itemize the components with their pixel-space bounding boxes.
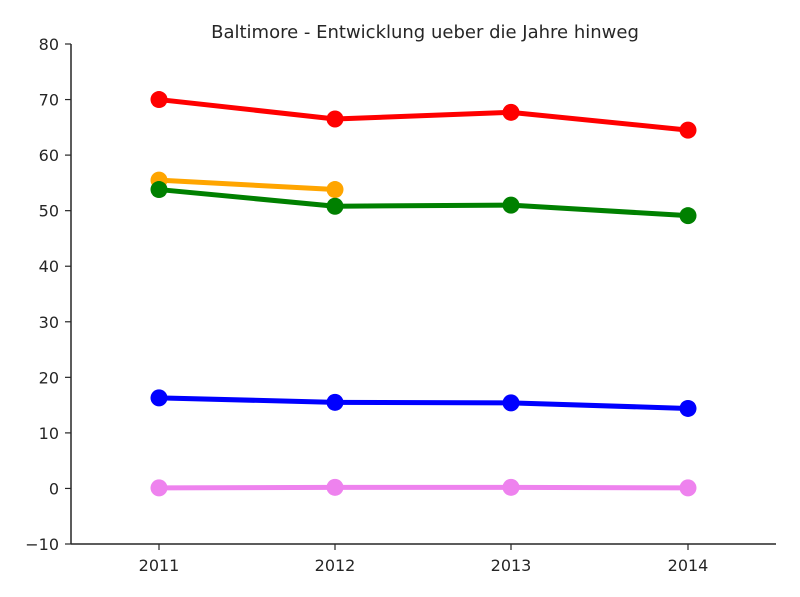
data-point	[150, 389, 168, 407]
series-1	[150, 171, 344, 199]
data-point	[326, 110, 344, 128]
x-tick-label: 2014	[668, 556, 709, 575]
y-tick-label: 60	[39, 146, 59, 165]
x-tick-label: 2013	[491, 556, 532, 575]
y-tick-label: 20	[39, 368, 59, 387]
y-tick-label: 80	[39, 35, 59, 54]
x-tick-label: 2012	[315, 556, 356, 575]
data-point	[150, 479, 168, 497]
y-axis-ticks: 80 70 60 50 40 30 20 10 0 −10	[25, 35, 71, 554]
data-point	[679, 121, 697, 139]
data-point	[326, 181, 344, 199]
y-tick-label: 50	[39, 202, 59, 221]
y-tick-label: 10	[39, 424, 59, 443]
chart-title: Baltimore - Entwicklung ueber die Jahre …	[211, 22, 639, 43]
y-tick-label: −10	[25, 535, 59, 554]
data-point	[679, 399, 697, 417]
y-tick-label: 70	[39, 91, 59, 110]
series-line	[156, 187, 691, 219]
data-point	[679, 479, 697, 497]
data-point	[326, 197, 344, 215]
data-point	[150, 181, 168, 199]
series-line	[156, 97, 691, 133]
y-tick-label: 30	[39, 313, 59, 332]
series-line	[156, 395, 691, 411]
data-point	[326, 393, 344, 411]
series-2	[150, 181, 697, 225]
series-0	[150, 91, 697, 139]
data-point	[502, 103, 520, 121]
data-point	[150, 91, 168, 109]
x-axis-ticks: 2011 2012 2013 2014	[139, 544, 709, 575]
series-3	[150, 389, 697, 417]
series-line	[156, 177, 338, 193]
data-point	[679, 207, 697, 225]
x-tick-label: 2011	[139, 556, 180, 575]
series-line	[156, 484, 691, 491]
series-4	[150, 478, 697, 497]
data-point	[502, 394, 520, 412]
data-point	[502, 478, 520, 496]
data-point	[326, 478, 344, 496]
series-layer	[150, 91, 697, 497]
data-point	[502, 196, 520, 214]
y-tick-label: 0	[49, 479, 59, 498]
y-tick-label: 40	[39, 257, 59, 276]
